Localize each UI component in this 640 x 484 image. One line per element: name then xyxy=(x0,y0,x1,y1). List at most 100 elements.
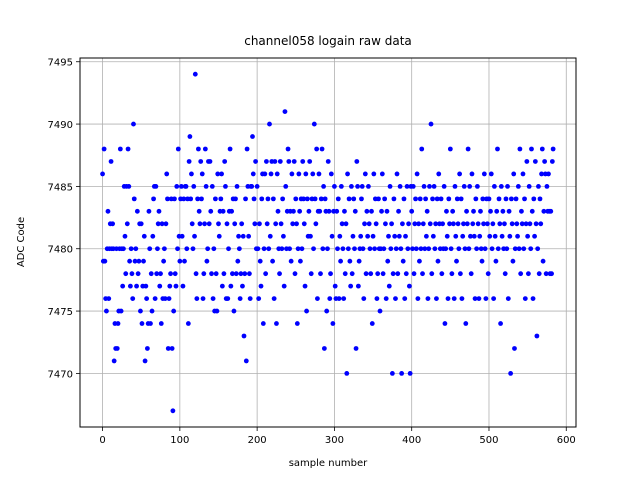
point xyxy=(261,246,267,252)
point xyxy=(129,271,135,277)
point xyxy=(517,146,523,152)
point xyxy=(216,221,221,227)
point xyxy=(447,146,453,152)
point xyxy=(510,258,516,264)
point xyxy=(455,221,461,227)
point xyxy=(533,221,539,227)
point xyxy=(381,246,387,252)
point xyxy=(358,233,364,239)
point xyxy=(194,296,200,301)
point xyxy=(259,196,265,202)
point xyxy=(330,321,336,326)
point xyxy=(264,159,269,164)
point xyxy=(183,184,189,189)
point xyxy=(128,246,134,252)
point xyxy=(303,171,309,177)
point xyxy=(438,196,444,202)
point xyxy=(292,271,298,277)
point xyxy=(405,246,411,252)
point xyxy=(539,171,544,177)
point xyxy=(363,271,369,277)
point xyxy=(155,221,161,227)
point xyxy=(277,159,283,164)
point xyxy=(495,146,500,152)
point xyxy=(471,233,477,239)
point xyxy=(532,159,538,164)
point xyxy=(233,196,238,202)
point xyxy=(417,258,422,264)
point xyxy=(493,258,499,264)
point xyxy=(250,171,256,177)
point xyxy=(371,171,377,177)
point xyxy=(153,184,159,189)
point xyxy=(247,296,253,301)
point xyxy=(267,233,273,239)
point xyxy=(442,321,448,326)
point xyxy=(537,196,543,202)
point xyxy=(397,184,403,189)
point xyxy=(209,271,214,277)
point xyxy=(468,233,473,239)
point xyxy=(264,221,270,227)
point xyxy=(304,196,310,202)
point xyxy=(519,208,524,214)
point xyxy=(543,271,549,277)
point xyxy=(158,271,163,277)
point xyxy=(111,358,117,364)
point xyxy=(365,233,371,239)
point xyxy=(539,146,545,152)
point xyxy=(189,221,195,227)
point xyxy=(242,271,248,277)
point xyxy=(158,321,164,326)
point xyxy=(104,308,109,314)
point xyxy=(215,171,221,177)
point xyxy=(257,258,263,264)
point xyxy=(225,296,231,301)
point xyxy=(380,271,386,277)
point xyxy=(444,233,450,239)
point xyxy=(451,221,456,227)
point xyxy=(503,196,509,202)
point xyxy=(239,221,245,227)
point xyxy=(311,246,316,252)
point xyxy=(514,221,520,227)
point xyxy=(134,283,139,289)
y-tick-label: 7485 xyxy=(48,182,73,193)
point xyxy=(151,196,156,202)
point xyxy=(192,71,198,77)
point xyxy=(359,184,365,189)
point xyxy=(412,221,418,227)
point xyxy=(178,184,184,189)
point xyxy=(219,283,225,289)
point xyxy=(229,208,235,214)
point xyxy=(164,171,170,177)
point xyxy=(532,233,537,239)
point xyxy=(368,271,374,277)
point xyxy=(472,296,478,301)
point xyxy=(205,246,211,252)
point xyxy=(536,271,542,277)
point xyxy=(321,346,327,351)
point xyxy=(233,271,239,277)
point xyxy=(253,159,258,164)
point xyxy=(122,233,128,239)
point xyxy=(134,208,140,214)
point xyxy=(457,171,463,177)
point xyxy=(464,221,470,227)
point xyxy=(174,184,180,189)
point xyxy=(453,233,459,239)
y-tick-label: 7490 xyxy=(48,120,73,131)
point xyxy=(325,159,331,164)
point xyxy=(413,196,418,202)
point xyxy=(447,221,452,227)
point xyxy=(349,271,355,277)
point xyxy=(202,146,208,152)
point xyxy=(338,184,344,189)
point xyxy=(404,184,410,189)
point xyxy=(482,246,488,252)
point xyxy=(457,271,463,277)
point xyxy=(320,246,326,252)
point xyxy=(221,271,227,277)
point xyxy=(199,196,204,202)
point xyxy=(460,233,466,239)
